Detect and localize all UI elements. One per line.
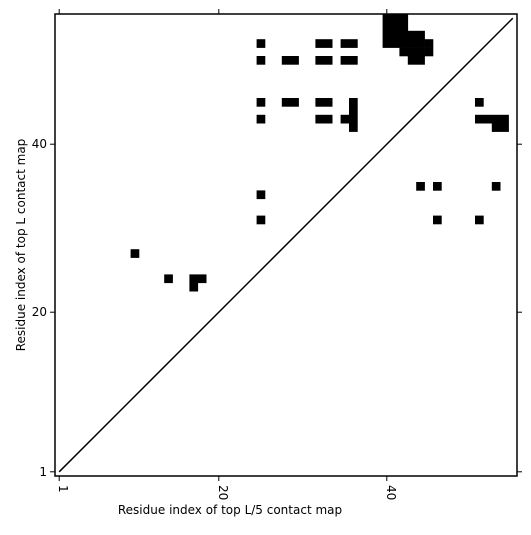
contact-cell-upper: [491, 123, 501, 132]
contact-cell-upper: [323, 98, 333, 107]
contact-cell-upper: [349, 39, 358, 48]
y-tick-label: 1: [39, 465, 47, 479]
contact-cell-upper: [399, 14, 409, 23]
contact-cell-lower: [433, 215, 442, 225]
x-tick-label: 20: [216, 485, 230, 500]
contact-cell-upper: [382, 14, 392, 23]
contact-cell-lower: [189, 274, 199, 284]
contact-cell-upper: [483, 114, 493, 124]
contact-cell-lower: [416, 182, 425, 191]
contact-cell-upper: [391, 22, 400, 32]
y-tick-label: 20: [32, 305, 47, 319]
contact-cell-upper: [407, 39, 417, 48]
contact-cell-upper: [349, 98, 358, 107]
contact-cell-upper: [290, 56, 299, 65]
contact-cell-upper: [256, 56, 266, 65]
contact-cell-upper: [349, 114, 358, 124]
contact-cell-upper: [399, 47, 409, 57]
contact-cell-upper: [399, 22, 409, 32]
contact-cell-upper: [340, 39, 350, 48]
contact-cell-upper: [399, 30, 409, 40]
contact-cell-upper: [500, 123, 509, 132]
contact-cell-upper: [391, 39, 400, 48]
contact-cell-lower: [475, 215, 484, 225]
contact-cell-upper: [382, 30, 392, 40]
contact-cell-lower: [491, 182, 501, 191]
contact-cell-upper: [382, 22, 392, 32]
contact-cell-upper: [256, 39, 266, 48]
axis-ticks: 1 20 40 1 20 40: [32, 9, 522, 500]
contact-cell-upper: [315, 114, 325, 124]
contact-cell-lower: [164, 274, 173, 284]
contact-cell-lower: [130, 249, 140, 258]
contact-cell-upper: [391, 30, 400, 40]
contact-cell-upper: [416, 47, 425, 57]
contact-cell-lower: [433, 182, 442, 191]
contact-cell-upper: [475, 98, 484, 107]
contact-cell-upper: [323, 114, 333, 124]
contact-cell-upper: [407, 30, 417, 40]
contact-cell-upper: [349, 106, 358, 116]
contact-cell-lower: [256, 215, 266, 225]
contact-cell-upper: [349, 56, 358, 65]
contact-cell-upper: [256, 98, 266, 107]
contact-cell-upper: [315, 56, 325, 65]
contact-cell-upper: [391, 14, 400, 23]
contact-cell-lower: [197, 274, 207, 284]
contact-cell-upper: [416, 30, 425, 40]
contact-cell-upper: [315, 39, 325, 48]
contact-cell-upper: [340, 114, 350, 124]
diagonal-line: [58, 17, 514, 473]
contact-cell-upper: [475, 114, 484, 124]
contact-cell-upper: [424, 47, 434, 57]
contact-cell-upper: [407, 56, 417, 65]
contact-cell-upper: [491, 114, 501, 124]
contact-cell-upper: [382, 39, 392, 48]
contact-cell-upper: [407, 47, 417, 57]
contact-cell-upper: [349, 123, 358, 132]
y-tick-label: 40: [32, 137, 47, 151]
contact-cell-upper: [256, 114, 266, 124]
contact-cell-upper: [323, 39, 333, 48]
contact-cell-upper: [281, 98, 291, 107]
contact-cell-upper: [416, 39, 425, 48]
x-tick-label: 40: [384, 485, 398, 500]
contact-cell-upper: [290, 98, 299, 107]
contact-cell-lower: [256, 190, 266, 200]
plot-frame: [54, 13, 518, 477]
contact-cell-upper: [399, 39, 409, 48]
diagonal-layer: [58, 17, 514, 473]
x-tick-label: 1: [56, 485, 70, 493]
contact-cells: [130, 14, 509, 292]
contact-cell-upper: [281, 56, 291, 65]
x-axis-label: Residue index of top L/5 contact map: [118, 503, 342, 517]
contact-cell-upper: [323, 56, 333, 65]
contact-cell-upper: [500, 114, 509, 124]
contact-cell-upper: [340, 56, 350, 65]
contact-cell-upper: [416, 56, 425, 65]
contact-cell-upper: [315, 98, 325, 107]
contact-cell-upper: [424, 39, 434, 48]
y-axis-label: Residue index of top L contact map: [14, 139, 28, 352]
contact-cell-lower: [189, 282, 199, 292]
